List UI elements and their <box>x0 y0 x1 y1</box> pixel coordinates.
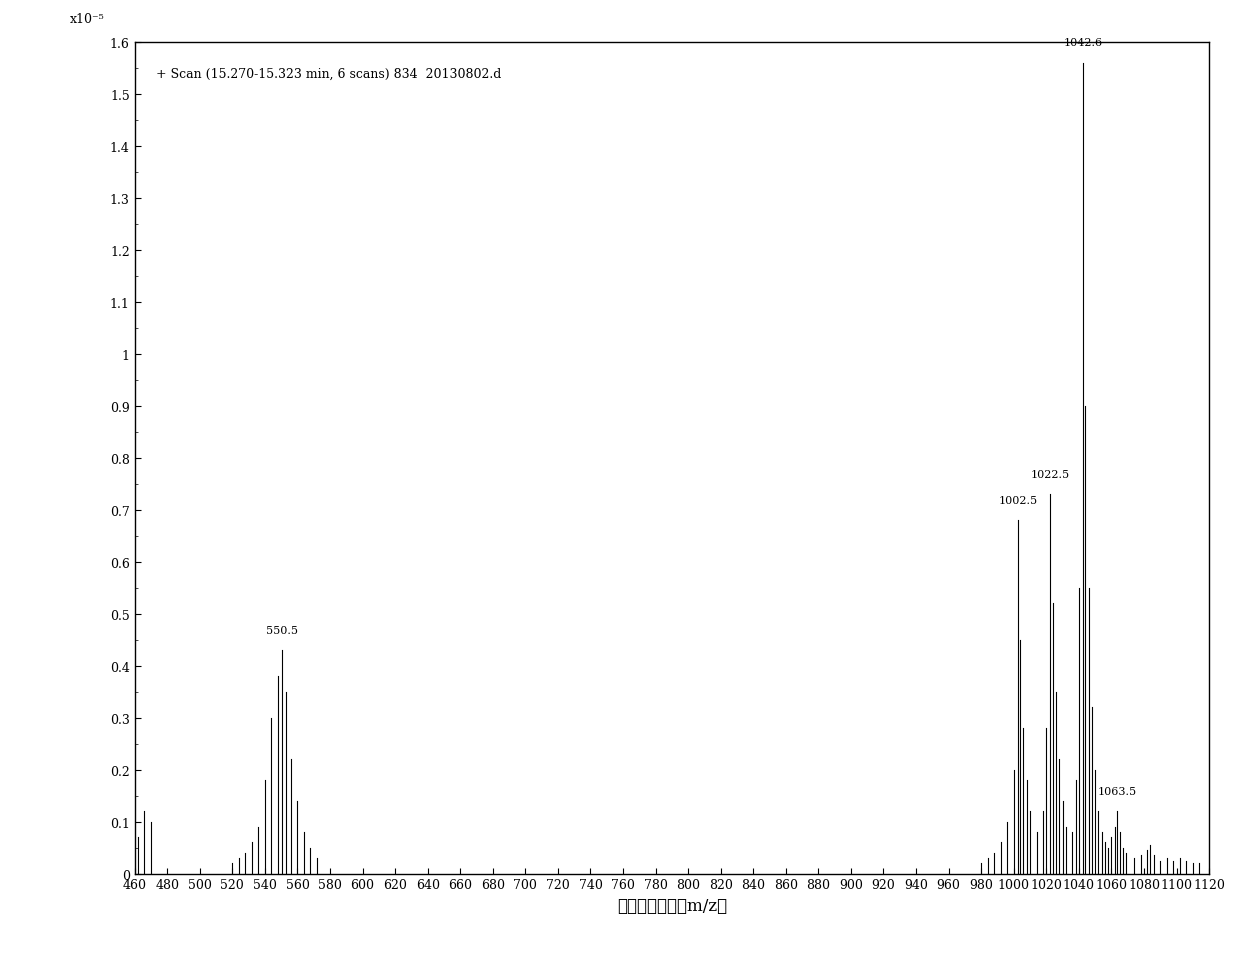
X-axis label: 计数和质荷比（m/z）: 计数和质荷比（m/z） <box>616 897 727 914</box>
Text: 1002.5: 1002.5 <box>998 495 1038 505</box>
Text: 1042.6: 1042.6 <box>1064 38 1102 48</box>
Text: x10⁻⁵: x10⁻⁵ <box>71 14 105 26</box>
Text: 1063.5: 1063.5 <box>1097 786 1137 796</box>
Text: + Scan (15.270-15.323 min, 6 scans) 834  20130802.d: + Scan (15.270-15.323 min, 6 scans) 834 … <box>156 67 501 81</box>
Text: 550.5: 550.5 <box>267 625 298 635</box>
Text: 1022.5: 1022.5 <box>1030 469 1070 479</box>
